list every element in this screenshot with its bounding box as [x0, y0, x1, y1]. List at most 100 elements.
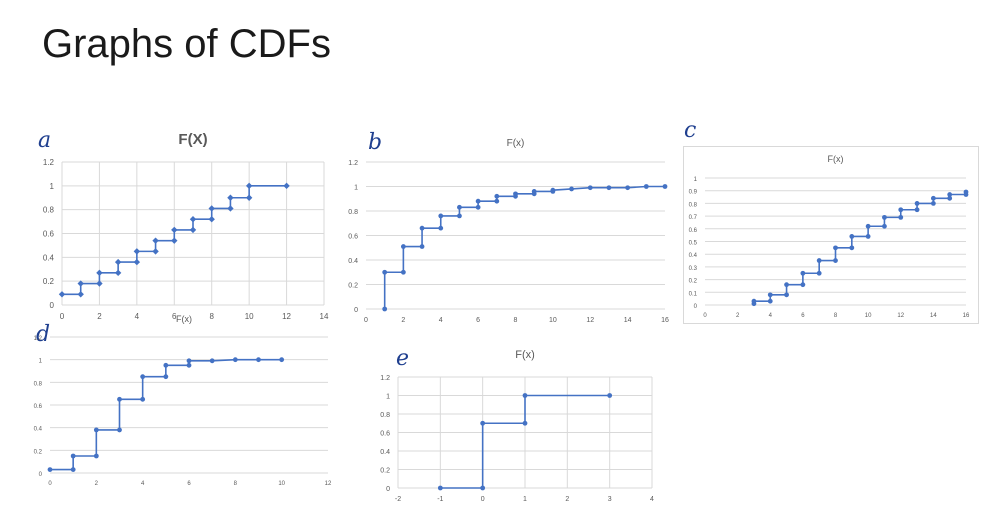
chart-b-series-line	[383, 185, 665, 309]
chart-c-point	[898, 214, 904, 220]
slide-title: Graphs of CDFs	[42, 22, 331, 66]
chart-a-xtick-label: 0	[60, 312, 65, 321]
chart-b-point	[475, 198, 481, 204]
chart-e-xtick-label: 0	[481, 496, 485, 503]
chart-a-ytick-label: 1	[50, 182, 55, 191]
chart-a-point	[133, 258, 141, 266]
chart-b-point	[550, 187, 556, 193]
chart-a-point	[96, 280, 103, 287]
panel-letter-d: d	[36, 322, 51, 347]
chart-b-point	[606, 185, 612, 191]
chart-a-ytick-label: 0.8	[43, 206, 55, 215]
chart-b-point	[494, 193, 500, 199]
chart-e-series-line	[440, 394, 610, 489]
chart-c-frame	[683, 146, 979, 324]
chart-d-point	[117, 396, 122, 402]
chart-b-point	[662, 184, 668, 189]
chart-c-xtick-label: 4	[769, 313, 773, 319]
chart-c-xtick-label: 6	[801, 313, 805, 319]
chart-b-xtick-label: 10	[549, 317, 557, 324]
chart-b-point	[382, 306, 388, 312]
chart-b-point	[382, 269, 388, 275]
chart-d-point	[209, 358, 215, 364]
chart-c-ytick-label: 0.4	[689, 253, 698, 259]
chart-d-xtick-label: 0	[48, 481, 52, 487]
chart-d-point	[186, 362, 192, 368]
chart-c-ytick-label: 0.5	[689, 241, 698, 247]
chart-b-point	[475, 204, 481, 210]
chart-a-xtick-label: 4	[135, 312, 140, 321]
chart-c-ytick-label: 0	[694, 304, 698, 310]
chart-c-point	[767, 298, 773, 304]
chart-d-point	[70, 453, 76, 459]
chart-a-ytick-label: 0.2	[43, 277, 55, 286]
chart-c-point	[947, 195, 953, 201]
chart-d-point	[117, 427, 122, 433]
chart-b-point	[531, 189, 537, 194]
chart-e-xtick-label: -2	[395, 496, 401, 503]
chart-e-ytick-label: 1.2	[380, 375, 390, 382]
chart-b-point	[400, 244, 406, 249]
chart-a-ytick-label: 1.2	[43, 158, 55, 167]
chart-b-point	[400, 269, 406, 275]
chart-c-point	[882, 223, 887, 229]
chart-d-point	[140, 374, 146, 380]
chart-c-point	[849, 245, 855, 251]
chart-c-xtick-label: 12	[897, 313, 904, 319]
chart-d-ytick-label: 0.2	[34, 449, 43, 455]
chart-c-point	[816, 270, 822, 276]
chart-d-point	[186, 358, 192, 364]
chart-c-title: F(x)	[828, 154, 844, 164]
chart-c-xtick-label: 8	[834, 313, 838, 319]
chart-c-point	[849, 234, 855, 239]
chart-c-ytick-label: 0.8	[689, 202, 698, 208]
chart-e-xtick-label: 4	[650, 496, 654, 503]
chart-b-point	[587, 185, 593, 191]
chart-e-xtick-label: 2	[565, 496, 569, 503]
chart-b-point	[438, 225, 444, 231]
chart-d-point	[256, 357, 261, 363]
chart-d-point	[140, 396, 146, 402]
chart-b-xtick-label: 12	[586, 317, 594, 324]
chart-b-ytick-label: 1.2	[348, 160, 358, 167]
chart-a-point	[133, 248, 141, 255]
chart-d-point	[279, 357, 285, 363]
chart-a-point	[227, 205, 234, 212]
chart-a-xtick-label: 6	[172, 312, 177, 321]
chart-c-point	[947, 192, 953, 197]
panel-letter-e: e	[396, 346, 410, 371]
chart-b-xtick-label: 16	[661, 317, 669, 324]
chart-a-point	[283, 182, 290, 190]
chart-a-point	[96, 269, 103, 277]
chart-a-xtick-label: 12	[282, 312, 291, 321]
chart-d-title: F(x)	[176, 314, 192, 324]
chart-d-point	[93, 453, 99, 459]
chart-c-point	[751, 298, 757, 304]
chart-c-point	[930, 201, 936, 206]
chart-b-point	[643, 184, 649, 189]
chart-c-point	[833, 245, 838, 251]
chart-c-ytick-label: 1	[694, 177, 698, 183]
chart-a-title: F(X)	[178, 131, 207, 148]
chart-c-ytick-label: 0.7	[689, 215, 698, 221]
chart-a-point	[171, 226, 178, 234]
chart-b-ytick-label: 0.4	[348, 258, 358, 265]
chart-c-point	[816, 258, 822, 263]
chart-a-series-line	[62, 185, 287, 296]
chart-b-point	[513, 191, 518, 197]
chart-c-point	[898, 207, 904, 213]
chart-d-xtick-label: 8	[234, 481, 238, 487]
chart-c-point	[914, 201, 920, 206]
chart-a-ytick-label: 0.4	[43, 253, 55, 262]
chart-a-point	[114, 258, 122, 266]
chart-a-point	[245, 194, 253, 201]
chart-a-xtick-label: 10	[245, 312, 254, 321]
chart-b-point	[494, 198, 500, 204]
chart-e-point	[437, 485, 443, 491]
chart-e-xtick-label: 3	[608, 496, 612, 503]
chart-a-point	[227, 194, 234, 201]
chart-e-ytick-label: 0.4	[380, 449, 390, 456]
chart-b-point	[457, 213, 462, 219]
